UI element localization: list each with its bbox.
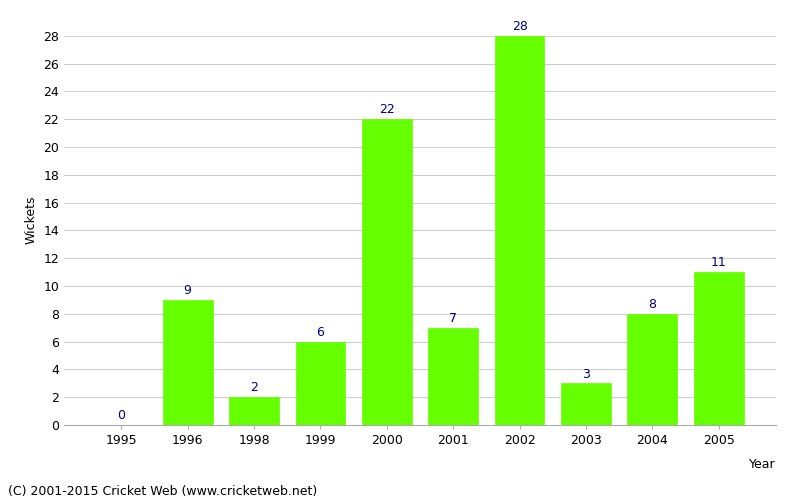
Text: 0: 0 <box>118 409 126 422</box>
Text: 6: 6 <box>317 326 324 339</box>
Text: 11: 11 <box>711 256 726 270</box>
Text: 9: 9 <box>184 284 191 297</box>
Text: 28: 28 <box>512 20 527 33</box>
Bar <box>162 300 213 425</box>
Text: 22: 22 <box>379 104 394 117</box>
Text: 3: 3 <box>582 368 590 380</box>
Bar <box>362 119 412 425</box>
Bar <box>428 328 478 425</box>
Bar <box>694 272 744 425</box>
Bar <box>494 36 545 425</box>
Text: 8: 8 <box>648 298 656 311</box>
Y-axis label: Wickets: Wickets <box>25 196 38 244</box>
Text: (C) 2001-2015 Cricket Web (www.cricketweb.net): (C) 2001-2015 Cricket Web (www.cricketwe… <box>8 484 318 498</box>
Bar <box>561 384 611 425</box>
Text: 2: 2 <box>250 382 258 394</box>
Bar <box>295 342 346 425</box>
Text: Year: Year <box>750 458 776 471</box>
Bar <box>229 397 279 425</box>
Bar <box>627 314 678 425</box>
Text: 7: 7 <box>449 312 457 325</box>
